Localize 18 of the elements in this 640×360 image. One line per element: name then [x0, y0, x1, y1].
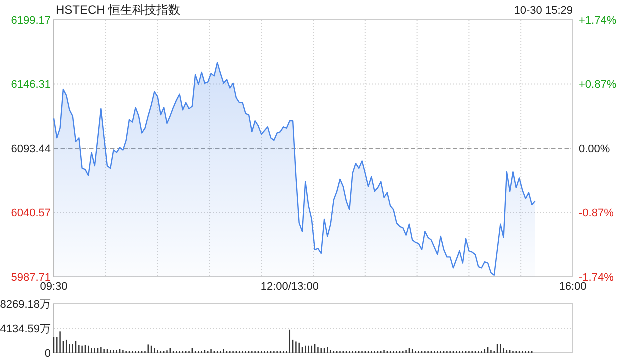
text: 10-30 15:29 — [514, 5, 573, 17]
y-tick-label: 6093.44 — [11, 143, 51, 156]
y-tick-label: 4134.59万 — [0, 323, 51, 336]
x-tick-label: 09:30 — [40, 281, 68, 293]
y2-tick-label: 0.00% — [579, 143, 610, 156]
y-tick-label: 8269.18万 — [0, 298, 51, 311]
y2-tick-label: +0.87% — [579, 79, 617, 92]
y-tick-label: 0 — [44, 348, 51, 360]
x-tick-label: 12:00/13:00 — [260, 281, 319, 293]
y2-tick-label: -0.87% — [579, 208, 614, 220]
x-tick-label: 16:00 — [559, 281, 587, 293]
chart-title: HSTECH 恒生科技指数 — [56, 3, 181, 17]
y-tick-label: 6040.57 — [11, 208, 51, 220]
y-tick-label: 6199.17 — [11, 14, 51, 27]
y-tick-label: 5987.71 — [11, 272, 51, 284]
y-tick-label: 6146.31 — [11, 79, 51, 92]
y2-tick-label: -1.74% — [579, 272, 614, 284]
y2-tick-label: +1.74% — [579, 14, 617, 27]
